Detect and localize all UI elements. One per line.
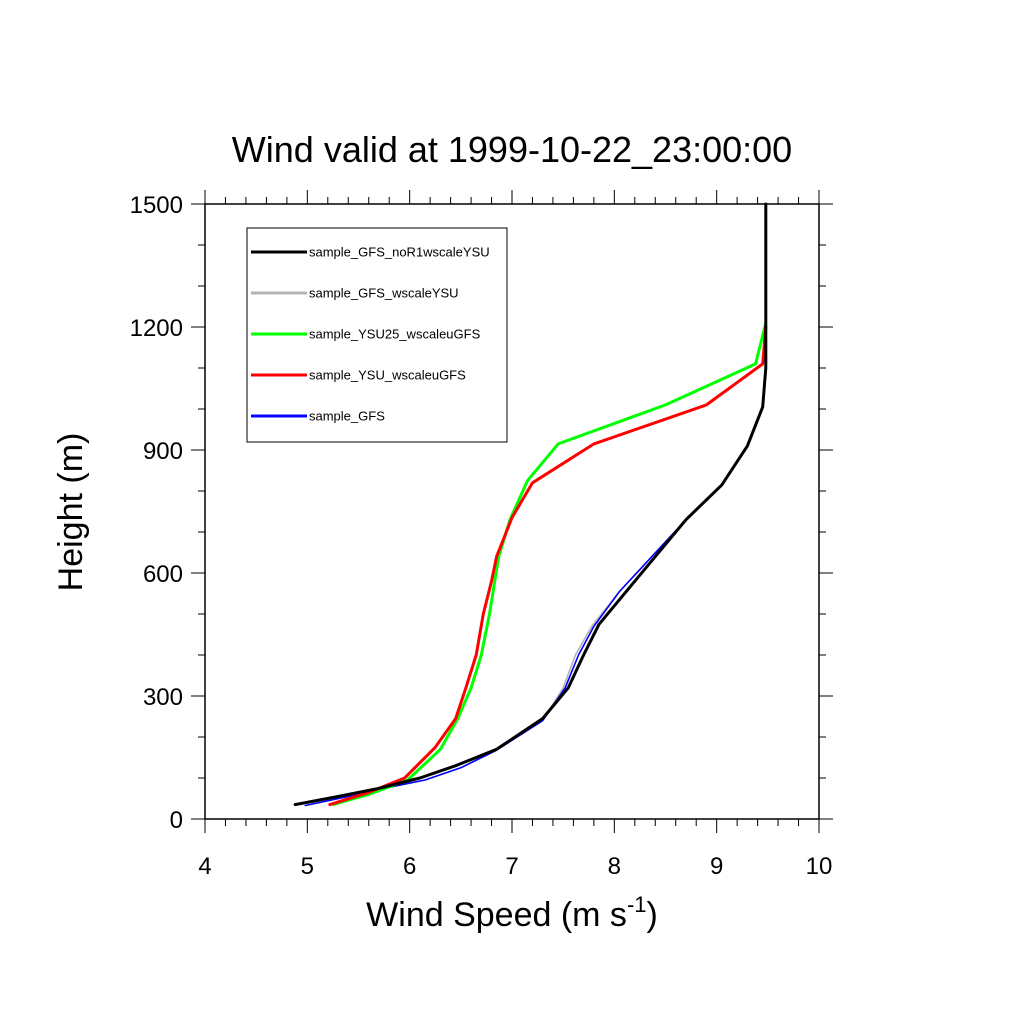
y-tick-label: 300 xyxy=(143,684,183,711)
x-tick-label: 8 xyxy=(608,853,621,880)
legend-label: sample_GFS xyxy=(309,409,385,424)
y-tick-label: 1200 xyxy=(130,315,183,342)
series-line xyxy=(331,321,768,807)
x-tick-label: 9 xyxy=(710,853,723,880)
x-axis-title-superscript: -1 xyxy=(627,892,647,917)
x-axis-title: Wind Speed (m s-1) xyxy=(366,892,658,934)
legend-label: sample_GFS_wscaleYSU xyxy=(309,286,459,301)
x-tick-label: 4 xyxy=(198,853,211,880)
x-tick-label: 7 xyxy=(505,853,518,880)
series-line xyxy=(293,202,768,807)
chart-title: Wind valid at 1999-10-22_23:00:00 xyxy=(232,129,792,170)
legend-label: sample_YSU_wscaleuGFS xyxy=(309,368,466,383)
y-tick-label: 1500 xyxy=(130,192,183,219)
y-tick-label: 0 xyxy=(170,807,183,834)
x-tick-label: 6 xyxy=(403,853,416,880)
ticks-layer: 4 5 6 7 8 9 10 0 300 600 900 1200 1500 xyxy=(130,190,833,880)
y-tick-label: 900 xyxy=(143,438,183,465)
legend-label: sample_GFS_noR1wscaleYSU xyxy=(309,245,490,260)
plot-frame xyxy=(204,203,820,820)
x-tick-label: 10 xyxy=(806,853,833,880)
y-tick-label: 600 xyxy=(143,561,183,588)
series-line xyxy=(328,325,768,807)
series-layer xyxy=(293,202,768,807)
legend-label: sample_YSU25_wscaleuGFS xyxy=(309,327,481,342)
y-axis-title: Height (m) xyxy=(52,433,90,592)
x-axis-title-end: ) xyxy=(647,896,658,934)
legend: sample_GFS_noR1wscaleYSU sample_GFS_wscal… xyxy=(246,227,508,443)
x-tick-label: 5 xyxy=(301,853,314,880)
x-axis-title-base: Wind Speed (m s xyxy=(366,896,627,934)
